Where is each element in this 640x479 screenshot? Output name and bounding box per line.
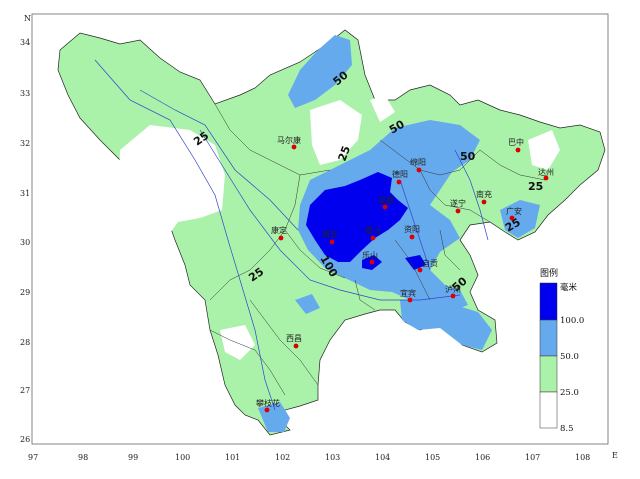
svg-text:乐山: 乐山	[362, 250, 378, 260]
city-marker: 宜宾	[400, 288, 416, 303]
contour-label: 25	[336, 144, 353, 163]
city-marker: 德阳	[392, 169, 408, 185]
city-marker: 南充	[476, 189, 492, 205]
x-tick: 102	[275, 453, 290, 462]
y-tick: 32	[20, 139, 30, 148]
legend-unit: 毫米	[560, 282, 578, 293]
city-marker: 西昌	[286, 334, 302, 349]
contour-label: 50	[460, 150, 476, 163]
x-tick: 100	[175, 453, 190, 462]
cities: 马尔康 绵阳 南充 巴中 达州 德阳 成都 遂宁 广安 康定 雅安 眉山 资阳 …	[256, 135, 554, 413]
svg-text:绵阳: 绵阳	[410, 157, 426, 167]
x-tick: 104	[375, 453, 390, 462]
contour-label: 25	[528, 180, 543, 193]
dry-area-east	[528, 130, 560, 170]
x-tick: 108	[575, 453, 590, 462]
city-marker: 雅安	[322, 229, 338, 245]
legend-swatch-heavy	[539, 282, 558, 321]
city-marker: 康定	[271, 225, 287, 241]
legend-label: 8.5	[560, 424, 574, 434]
moderate-area-south	[400, 300, 492, 350]
x-axis: 97 98 99 100 101 102 103 104 105 106 107…	[28, 451, 618, 462]
x-tick: 98	[78, 453, 88, 462]
svg-text:宜宾: 宜宾	[400, 288, 416, 298]
moderate-area-top	[288, 35, 352, 108]
dry-area-northeast	[370, 95, 395, 122]
svg-text:广安: 广安	[506, 206, 522, 216]
y-tick: 30	[20, 238, 30, 247]
y-tick: 33	[20, 89, 30, 98]
city-marker: 攀枝花	[256, 398, 280, 413]
city-marker: 巴中	[508, 137, 524, 153]
legend-label: 50.0	[560, 352, 579, 362]
svg-text:攀枝花: 攀枝花	[256, 398, 280, 408]
moderate-area-east	[500, 200, 540, 238]
city-marker: 乐山	[362, 250, 378, 265]
x-tick: 97	[28, 453, 38, 462]
x-tick: 103	[325, 453, 340, 462]
svg-text:康定: 康定	[271, 225, 287, 235]
y-tick: 29	[20, 288, 30, 297]
svg-text:德阳: 德阳	[392, 169, 408, 179]
svg-text:达州: 达州	[538, 167, 554, 177]
city-marker: 遂宁	[450, 198, 466, 214]
heavy-area-east	[405, 255, 426, 270]
city-marker: 资阳	[404, 224, 420, 240]
rivers	[94, 59, 489, 411]
x-tick: 101	[225, 453, 240, 462]
y-tick: 31	[20, 189, 30, 198]
legend-label: 100.0	[560, 316, 584, 326]
x-tick: 99	[128, 453, 138, 462]
svg-text:泸州: 泸州	[445, 284, 461, 294]
legend-title: 图例	[540, 267, 558, 279]
y-tick: 34	[20, 38, 30, 47]
legend-swatch-light	[539, 355, 558, 393]
city-marker: 自贡	[417, 258, 438, 273]
dry-area-west	[118, 125, 225, 295]
heavy-area-main	[306, 172, 408, 262]
city-marker: 绵阳	[410, 157, 426, 173]
map-frame	[31, 13, 609, 445]
city-marker: 广安	[506, 206, 522, 221]
legend: 图例 毫米 100.0 50.0 25.0 8.5	[539, 267, 584, 434]
x-tick: 107	[525, 453, 540, 462]
svg-text:巴中: 巴中	[508, 137, 524, 147]
city-marker: 达州	[538, 167, 554, 181]
city-marker: 眉山	[365, 225, 381, 241]
svg-text:眉山: 眉山	[365, 225, 381, 235]
svg-text:雅安: 雅安	[322, 229, 338, 239]
svg-text:遂宁: 遂宁	[450, 198, 466, 208]
legend-swatch-none	[539, 391, 558, 429]
y-tick: 26	[20, 435, 30, 444]
y-tick: 27	[20, 386, 30, 395]
y-tick: 28	[20, 338, 30, 347]
svg-text:资阳: 资阳	[404, 224, 420, 234]
x-axis-label: E	[612, 451, 618, 460]
x-tick: 105	[425, 453, 440, 462]
svg-text:西昌: 西昌	[286, 334, 302, 343]
y-axis-label: N	[24, 14, 31, 23]
svg-text:南充: 南充	[476, 189, 492, 199]
svg-text:马尔康: 马尔康	[277, 135, 301, 145]
county-boundaries	[209, 103, 546, 396]
svg-text:成都: 成都	[378, 195, 394, 205]
moderate-area-small	[295, 294, 320, 314]
dry-area-southwest	[170, 315, 195, 340]
city-marker: 马尔康	[277, 135, 301, 150]
legend-label: 25.0	[560, 388, 579, 398]
city-marker: 成都	[378, 195, 394, 210]
dry-areas	[118, 95, 560, 360]
y-axis: N 34 33 32 31 30 29 28 27 26	[20, 14, 31, 444]
dry-area-north	[310, 100, 362, 165]
dry-area-south	[220, 325, 255, 360]
svg-text:自贡: 自贡	[422, 258, 438, 268]
city-marker: 泸州	[445, 284, 461, 299]
legend-swatch-moderate	[539, 319, 558, 357]
x-tick: 106	[475, 453, 490, 462]
